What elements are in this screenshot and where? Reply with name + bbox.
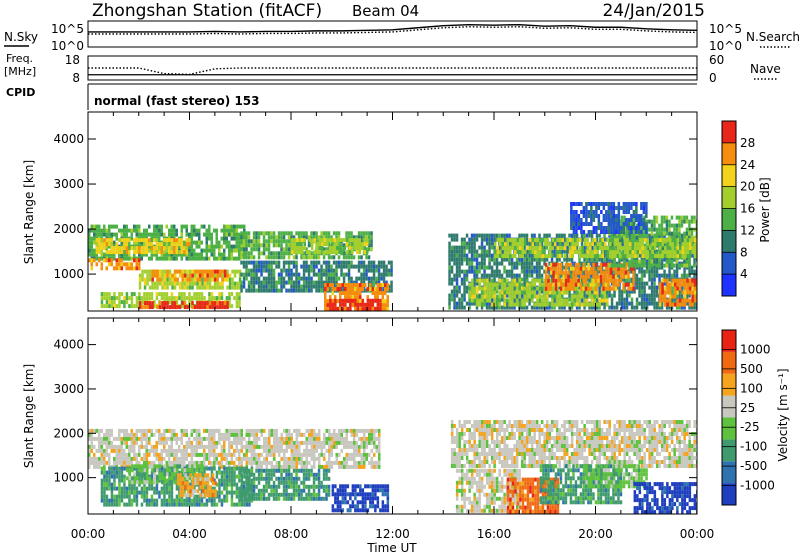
station-title: Zhongshan Station (fitACF)	[92, 1, 322, 21]
velocity-region	[450, 420, 697, 468]
power-colorbar-swatch	[722, 208, 736, 231]
velocity-colorbar-frame	[721, 329, 737, 506]
velocity-colorbar-label: Velocity [m s⁻¹]	[776, 368, 790, 461]
velocity-colorbar-swatch	[722, 330, 736, 352]
power-ylabel: Slant Range [km]	[22, 160, 36, 264]
power-colorbar-tick-label: 28	[740, 136, 755, 150]
power-ytick-label: 3000	[53, 177, 84, 191]
velocity-colorbar-tick-label: 100	[740, 381, 763, 395]
power-ytick-label: 4000	[53, 132, 84, 146]
power-colorbar-tick-label: 24	[740, 158, 755, 172]
freq-label-line1: Freq.	[6, 52, 33, 65]
power-colorbar-swatch	[722, 252, 736, 275]
power-colorbar-tick-label: 4	[740, 267, 748, 281]
velocity-colorbar-swatch	[722, 439, 736, 462]
velocity-colorbar-swatch	[722, 483, 736, 505]
velocity-ytick-label: 3000	[53, 382, 84, 396]
power-region	[291, 238, 369, 255]
velocity-colorbar-tick-label: -1000	[740, 479, 775, 493]
power-ytick-label: 1000	[53, 267, 84, 281]
power-region	[494, 238, 697, 259]
power-ytick-label: 2000	[53, 222, 84, 236]
nave-right-tick-bottom: 0	[709, 71, 717, 85]
freq-label-line2: [MHz]	[4, 65, 36, 78]
velocity-colorbar-swatch	[722, 417, 736, 440]
velocity-colorbar-swatch	[722, 461, 736, 484]
power-region	[329, 298, 382, 311]
velocity-region	[633, 482, 697, 514]
velocity-colorbar-tick-label: 25	[740, 401, 755, 415]
nave-right-tick-top: 60	[709, 53, 724, 67]
time-tick-label: 00:00	[71, 527, 106, 541]
noise-left-tick-top: 10^5	[51, 22, 84, 36]
power-colorbar-swatch	[722, 164, 736, 187]
power-region	[88, 224, 246, 261]
date-label: 24/Jan/2015	[602, 1, 705, 21]
power-region	[138, 301, 229, 310]
noise-right-tick-top: 10^5	[709, 22, 742, 36]
beam-label: Beam 04	[352, 2, 419, 20]
freq-left-tick-bottom: 8	[72, 71, 80, 85]
time-tick-label: 16:00	[477, 527, 512, 541]
power-colorbar-tick-label: 20	[740, 180, 755, 194]
noise-series-group	[88, 23, 698, 35]
velocity-ytick-label: 4000	[53, 338, 84, 352]
velocity-colorbar-swatch	[722, 395, 736, 418]
nsearch-line	[88, 26, 698, 35]
velocity-region	[88, 428, 381, 469]
freq-series-group	[88, 67, 697, 76]
velocity-ylabel: Slant Range [km]	[22, 364, 36, 468]
power-colorbar-swatch	[722, 230, 736, 253]
time-tick-label: 20:00	[578, 527, 613, 541]
velocity-colorbar-tick-label: 1000	[740, 342, 771, 356]
time-tick-label: 12:00	[375, 527, 410, 541]
power-colorbar-tick-label: 16	[740, 202, 755, 216]
velocity-colorbar-swatch	[722, 351, 736, 374]
power-region	[658, 278, 697, 307]
power-region	[570, 202, 648, 234]
nave-line	[88, 67, 697, 76]
power-colorbar-tick-label: 12	[740, 223, 755, 237]
velocity-ytick-label: 2000	[53, 426, 84, 440]
power-colorbar-tick-label: 8	[740, 245, 748, 259]
velocity-region	[240, 468, 331, 501]
cpid-value: normal (fast stereo) 153	[94, 94, 260, 108]
power-colorbar-swatch	[722, 142, 736, 165]
power-colorbar-swatch	[722, 121, 736, 143]
time-tick-label: 08:00	[274, 527, 309, 541]
velocity-region	[331, 484, 390, 513]
freq-left-tick-top: 18	[65, 53, 80, 67]
velocity-colorbar-tick-label: 500	[740, 362, 763, 376]
power-panel: 1000 2000 3000 4000 Slant Range [km] 28 24 20…	[22, 111, 772, 312]
power-colorbar-swatch	[722, 186, 736, 209]
velocity-colorbar-tick-label: -100	[740, 440, 767, 454]
velocity-ytick-label: 1000	[53, 471, 84, 485]
time-axis-label: Time UT	[366, 541, 417, 554]
power-region	[88, 258, 141, 271]
velocity-colorbar-tick-label: -500	[740, 459, 767, 473]
noise-right-tick-bottom: 10^0	[709, 39, 742, 53]
time-tick-label: 04:00	[172, 527, 207, 541]
nsearch-label: N.Search	[746, 30, 800, 44]
power-region	[468, 278, 609, 307]
power-region	[151, 269, 229, 282]
time-tick-label: 00:00	[680, 527, 715, 541]
nsky-label: N.Sky	[4, 30, 38, 44]
power-colorbar-swatch	[722, 274, 736, 296]
velocity-panel: 1000 2000 3000 4000 Slant Range [km] 1000 50…	[22, 317, 790, 554]
power-colorbar-label: Power [dB]	[758, 177, 772, 242]
velocity-colorbar-swatch	[722, 373, 736, 396]
cpid-label: CPID	[6, 86, 35, 99]
velocity-region	[176, 473, 217, 498]
noise-left-tick-bottom: 10^0	[51, 39, 84, 53]
power-region	[95, 238, 191, 255]
velocity-region	[582, 464, 648, 489]
nave-label: Nave	[750, 62, 781, 76]
velocity-colorbar-tick-label: -25	[740, 420, 760, 434]
nsky-line	[88, 23, 698, 33]
